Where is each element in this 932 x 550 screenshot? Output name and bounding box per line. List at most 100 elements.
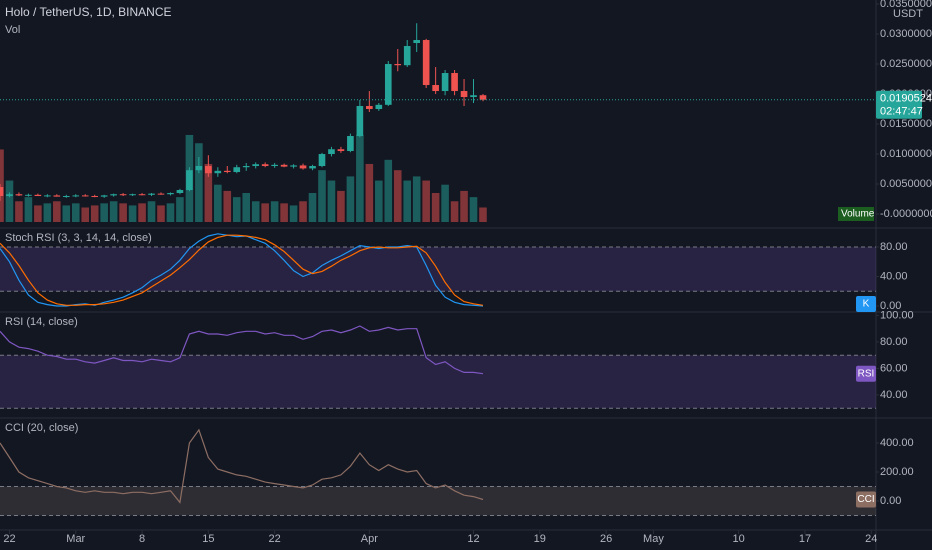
candle-body — [413, 40, 421, 44]
volume-bar — [5, 180, 14, 222]
volume-bar — [299, 201, 307, 222]
volume-bar — [280, 203, 288, 222]
volume-bar — [270, 201, 279, 222]
volume-bar — [422, 180, 430, 222]
volume-bar — [346, 176, 355, 222]
volume-bar — [81, 207, 90, 222]
volume-bar — [479, 207, 487, 222]
candle-body — [15, 194, 23, 196]
volume-bar — [384, 159, 393, 222]
candle-body — [347, 136, 354, 152]
candle-body — [53, 195, 61, 197]
y-tick-label: 60.00 — [880, 362, 908, 374]
candle-body — [176, 190, 184, 194]
volume-bar — [431, 192, 440, 222]
y-tick-label: 40.00 — [880, 270, 908, 282]
volume-bar — [318, 170, 326, 222]
candle-body — [460, 91, 468, 98]
candle-body — [451, 73, 458, 92]
candle-body — [375, 104, 383, 110]
volume-bar — [375, 180, 383, 222]
volume-bar — [157, 205, 165, 222]
band-fill — [0, 355, 876, 409]
volume-bar — [223, 190, 232, 222]
candle-body — [6, 194, 13, 197]
volume-bar — [62, 205, 71, 222]
candle-body — [91, 196, 99, 198]
candle-body — [34, 194, 42, 197]
y-tick-label: -0.0000000 — [880, 208, 932, 220]
x-tick-label: 22 — [3, 533, 15, 545]
indicator-line — [0, 233, 484, 307]
y-tick-label: 0.0350000 — [880, 0, 932, 10]
candle-body — [129, 194, 136, 196]
candle-body — [261, 164, 269, 167]
volume-bar — [356, 134, 364, 222]
candle-body — [214, 170, 222, 174]
last-value-box — [856, 296, 876, 312]
x-tick-label: 19 — [534, 533, 546, 545]
volume-bar — [327, 180, 336, 222]
countdown: 02:47:47 — [880, 106, 923, 118]
band-fill — [0, 486, 876, 516]
x-tick-label: 12 — [467, 533, 479, 545]
volume-bar — [15, 201, 23, 222]
x-tick-label: May — [643, 533, 664, 545]
candle-body — [0, 187, 4, 197]
series-label: K — [863, 299, 870, 310]
candle-body — [271, 164, 278, 167]
volume-bar — [412, 176, 421, 222]
volume-bar — [365, 163, 374, 222]
y-tick-label: 200.00 — [880, 466, 914, 478]
pane-title: RSI (14, close) — [5, 316, 78, 328]
y-tick-label: 0.00 — [880, 300, 901, 312]
candle-body — [167, 193, 174, 195]
volume-bar — [119, 203, 127, 222]
candle-body — [290, 165, 297, 167]
volume-bar — [34, 205, 42, 222]
candle-body — [223, 170, 231, 173]
volume-bar — [109, 201, 118, 222]
volume-label-box — [838, 207, 874, 221]
candle-body — [432, 85, 439, 92]
candle-body — [119, 194, 127, 196]
x-tick-label: 15 — [202, 533, 214, 545]
candle-body — [337, 149, 345, 152]
volume-bar — [308, 192, 317, 222]
y-tick-label: 400.00 — [880, 437, 914, 449]
candle-body — [299, 165, 307, 169]
pane-title: CCI (20, close) — [5, 422, 78, 434]
x-tick-label: 17 — [799, 533, 811, 545]
candle-body — [195, 166, 203, 171]
y-tick-label: 80.00 — [880, 241, 908, 253]
volume-bar — [469, 197, 478, 222]
volume-bar — [138, 203, 146, 222]
x-tick-label: Apr — [361, 533, 378, 545]
x-tick-label: 8 — [139, 533, 145, 545]
indicator-line — [0, 428, 484, 504]
volume-bar — [195, 143, 203, 222]
candle-body — [309, 166, 316, 169]
volume-bar — [242, 192, 251, 222]
y-tick-label: 0.0100000 — [880, 148, 932, 160]
candle-body — [403, 46, 411, 66]
candle-body — [384, 64, 392, 105]
candle-body — [25, 194, 32, 196]
volume-bar — [289, 205, 298, 222]
candle-body — [366, 106, 373, 110]
x-tick-label: 22 — [269, 533, 281, 545]
candle-body — [441, 73, 449, 92]
volume-bar — [176, 197, 184, 222]
series-label: RSI — [858, 368, 875, 379]
chart-title: Holo / TetherUS, 1D, BINANCE — [5, 5, 172, 19]
candle-body — [242, 166, 250, 168]
volume-label: Volume — [841, 209, 875, 220]
volume-bar — [128, 205, 137, 222]
volume-bar — [24, 197, 33, 222]
volume-bar — [100, 203, 108, 222]
volume-bar — [232, 197, 241, 222]
candle-body — [318, 154, 326, 167]
last-value-box — [856, 365, 876, 382]
candle-body — [328, 149, 335, 155]
